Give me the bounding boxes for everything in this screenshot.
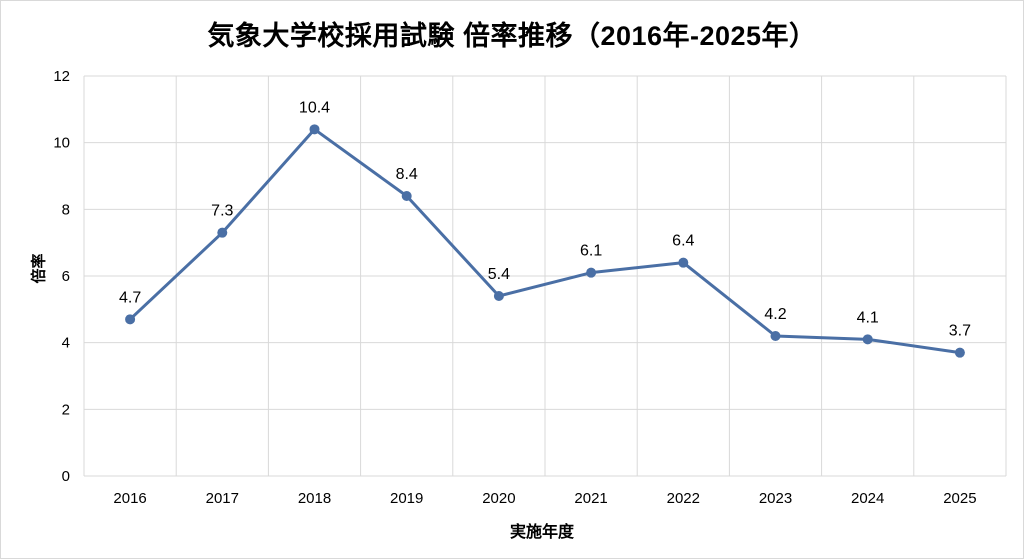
- y-tick-label: 0: [62, 468, 70, 485]
- y-tick-label: 6: [62, 268, 70, 285]
- data-point-marker: [678, 257, 689, 268]
- data-point-marker: [217, 227, 228, 238]
- data-label: 10.4: [299, 99, 330, 116]
- y-tick-label: 4: [62, 335, 70, 352]
- x-tick-label: 2025: [943, 490, 976, 507]
- x-tick-label: 2019: [390, 490, 423, 507]
- x-tick-label: 2016: [113, 490, 146, 507]
- series-line: [129, 127, 961, 355]
- data-point-marker: [309, 124, 320, 135]
- data-label: 5.4: [488, 266, 510, 283]
- data-point-marker: [493, 291, 504, 301]
- chart-title: 気象大学校採用試験 倍率推移（2016年-2025年）: [207, 21, 817, 51]
- data-label: 3.7: [949, 323, 971, 340]
- data-point-marker: [862, 334, 873, 345]
- y-tick-label: 8: [62, 201, 70, 218]
- x-tick-label: 2020: [482, 490, 515, 507]
- data-label: 6.1: [580, 243, 602, 260]
- data-label: 7.3: [211, 203, 233, 220]
- y-tick-label: 12: [53, 68, 70, 85]
- data-point-marker: [954, 347, 965, 358]
- data-point-marker: [770, 331, 781, 341]
- x-tick-label: 2023: [759, 490, 792, 507]
- y-tick-label: 10: [53, 135, 70, 152]
- y-tick-label: 2: [62, 401, 70, 418]
- data-label: 8.4: [396, 166, 418, 183]
- x-tick-label: 2017: [206, 490, 239, 507]
- data-label: 4.7: [119, 289, 141, 306]
- x-axis-label: 実施年度: [509, 524, 574, 541]
- x-tick-label: 2024: [851, 490, 884, 507]
- data-label: 4.2: [764, 306, 786, 323]
- data-label: 6.4: [672, 233, 694, 250]
- x-tick-label: 2022: [667, 490, 700, 507]
- data-point-marker: [586, 267, 597, 278]
- data-point-marker: [125, 314, 136, 325]
- data-label: 4.1: [857, 309, 879, 326]
- x-tick-label: 2018: [298, 490, 331, 507]
- data-point-marker: [401, 191, 412, 201]
- x-tick-label: 2021: [574, 490, 607, 507]
